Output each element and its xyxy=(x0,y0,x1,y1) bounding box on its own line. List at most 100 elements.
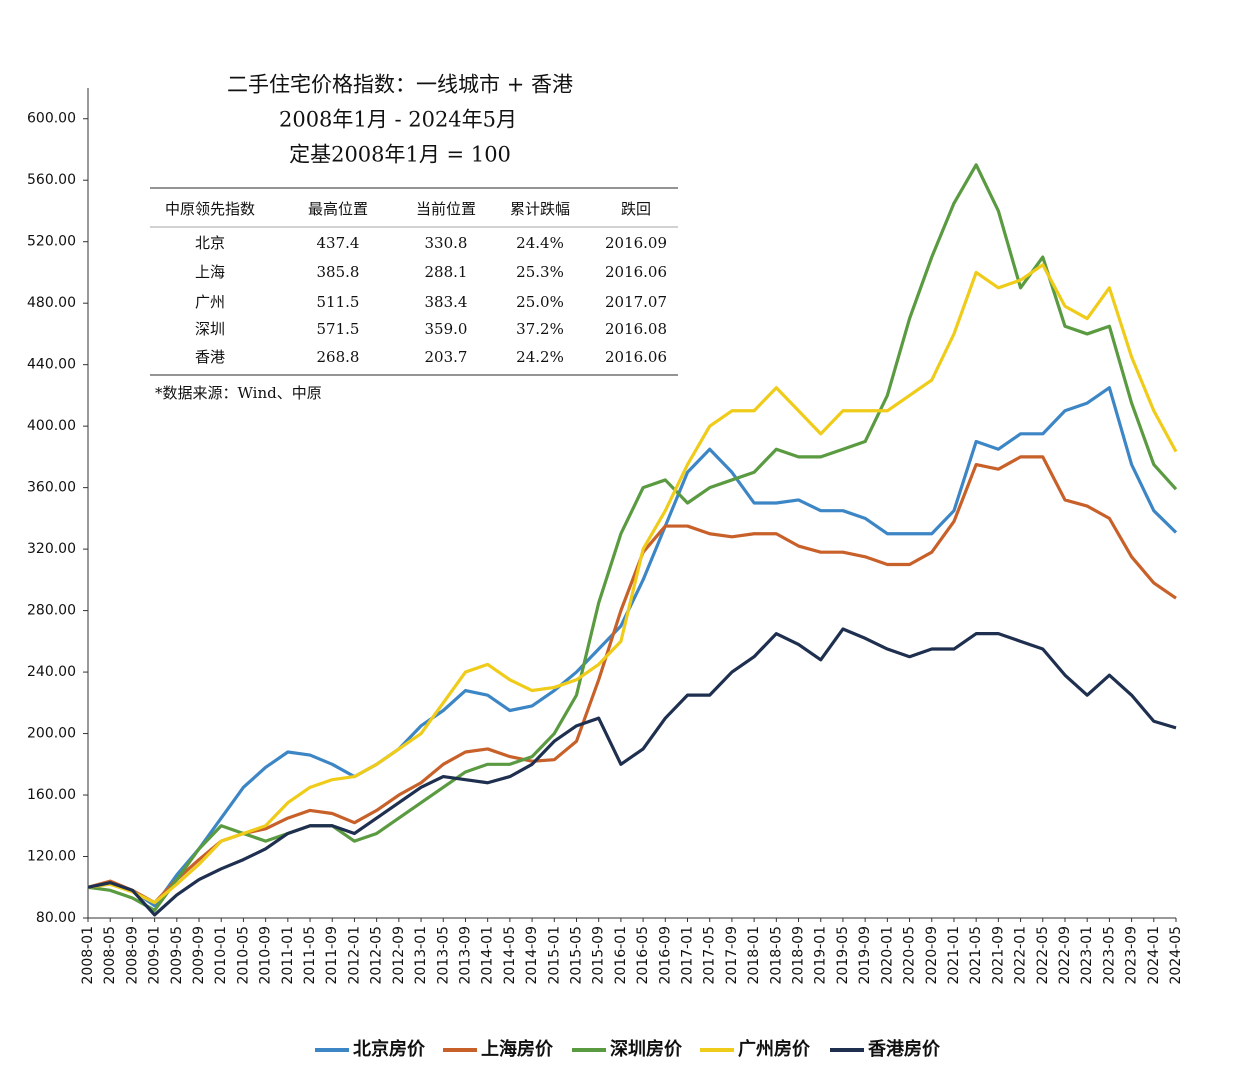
x-tick-label: 2014-05 xyxy=(502,926,518,985)
table-cell: 385.8 xyxy=(317,263,360,281)
x-tick-label: 2009-05 xyxy=(169,926,185,985)
table-cell: 203.7 xyxy=(425,348,468,366)
y-tick-label: 400.00 xyxy=(27,418,76,434)
y-tick-label: 80.00 xyxy=(36,910,76,926)
table-cell: 268.8 xyxy=(317,348,360,366)
legend-label: 上海房价 xyxy=(481,1038,554,1060)
table-header: 中原领先指数 xyxy=(165,200,255,218)
x-tick-label: 2008-01 xyxy=(80,926,96,985)
y-tick-label: 280.00 xyxy=(27,603,76,619)
x-tick-label: 2009-09 xyxy=(191,926,207,985)
x-tick-label: 2013-01 xyxy=(413,926,429,985)
table-cell: 571.5 xyxy=(317,320,360,338)
x-tick-label: 2020-01 xyxy=(879,926,895,985)
table-cell: 330.8 xyxy=(425,234,468,252)
table-cell: 25.0% xyxy=(516,293,564,311)
x-tick-label: 2011-01 xyxy=(280,926,296,985)
x-tick-label: 2012-09 xyxy=(391,926,407,985)
x-tick-label: 2017-01 xyxy=(680,926,696,985)
table-cell: 2016.06 xyxy=(605,263,667,281)
chart-title: 二手住宅价格指数：一线城市 + 香港 xyxy=(227,73,573,97)
series-line xyxy=(87,627,1177,917)
table-cell: 2016.09 xyxy=(605,234,667,252)
y-tick-label: 440.00 xyxy=(27,357,76,373)
legend-label: 深圳房价 xyxy=(610,1038,683,1060)
x-tick-label: 2014-01 xyxy=(480,926,496,985)
table-cell: 深圳 xyxy=(195,320,225,338)
x-tick-label: 2018-01 xyxy=(746,926,762,985)
x-tick-label: 2016-05 xyxy=(635,926,651,985)
table-cell: 2016.08 xyxy=(605,320,667,338)
x-tick-label: 2024-05 xyxy=(1168,926,1184,985)
chart-note: 定基2008年1月 = 100 xyxy=(289,143,511,167)
table-cell: 广州 xyxy=(195,293,225,311)
x-tick-label: 2024-01 xyxy=(1146,926,1162,985)
x-tick-label: 2015-01 xyxy=(546,926,562,985)
table-cell: 上海 xyxy=(195,263,225,281)
y-tick-label: 600.00 xyxy=(27,111,76,127)
x-tick-label: 2020-09 xyxy=(924,926,940,985)
x-tick-label: 2010-09 xyxy=(258,926,274,985)
y-tick-label: 200.00 xyxy=(27,726,76,742)
x-tick-label: 2018-05 xyxy=(768,926,784,985)
x-tick-label: 2008-09 xyxy=(124,926,140,985)
table-header: 最高位置 xyxy=(308,200,368,218)
series-line xyxy=(87,455,1177,905)
x-tick-label: 2022-05 xyxy=(1035,926,1051,985)
table-cell: 2017.07 xyxy=(605,293,667,311)
x-tick-label: 2012-01 xyxy=(346,926,362,985)
table-cell: 2016.06 xyxy=(605,348,667,366)
chart-subtitle: 2008年1月 - 2024年5月 xyxy=(279,108,517,132)
x-tick-label: 2011-05 xyxy=(302,926,318,985)
table-header: 当前位置 xyxy=(416,200,476,218)
x-tick-label: 2023-05 xyxy=(1101,926,1117,985)
legend-label: 香港房价 xyxy=(867,1038,941,1060)
x-tick-label: 2022-01 xyxy=(1013,926,1029,985)
table-cell: 24.2% xyxy=(516,348,564,366)
legend-label: 北京房价 xyxy=(353,1038,426,1060)
table-header: 跌回 xyxy=(621,200,651,218)
x-tick-label: 2017-09 xyxy=(724,926,740,985)
y-tick-label: 560.00 xyxy=(27,172,76,188)
x-tick-label: 2018-09 xyxy=(791,926,807,985)
x-tick-label: 2013-05 xyxy=(435,926,451,985)
x-tick-label: 2010-01 xyxy=(213,926,229,985)
x-tick-label: 2021-05 xyxy=(968,926,984,985)
x-tick-label: 2021-01 xyxy=(946,926,962,985)
y-tick-label: 320.00 xyxy=(27,541,76,557)
table-cell: 北京 xyxy=(195,234,225,252)
series-line xyxy=(87,163,1178,912)
x-tick-label: 2019-05 xyxy=(835,926,851,985)
x-tick-label: 2023-09 xyxy=(1124,926,1140,985)
x-tick-label: 2010-05 xyxy=(235,926,251,985)
table-cell: 25.3% xyxy=(516,263,564,281)
y-tick-label: 240.00 xyxy=(27,664,76,680)
x-tick-label: 2016-01 xyxy=(613,926,629,985)
x-tick-label: 2019-09 xyxy=(857,926,873,985)
x-tick-label: 2023-01 xyxy=(1079,926,1095,985)
table-cell: 359.0 xyxy=(425,320,468,338)
x-tick-label: 2019-01 xyxy=(813,926,829,985)
x-tick-label: 2011-09 xyxy=(324,926,340,985)
y-tick-label: 160.00 xyxy=(27,787,76,803)
series-line xyxy=(87,386,1178,908)
x-tick-label: 2015-09 xyxy=(591,926,607,985)
y-tick-label: 480.00 xyxy=(27,295,76,311)
x-tick-label: 2009-01 xyxy=(147,926,163,985)
x-tick-label: 2017-05 xyxy=(702,926,718,985)
x-tick-label: 2022-09 xyxy=(1057,926,1073,985)
x-tick-label: 2016-09 xyxy=(657,926,673,985)
x-tick-label: 2015-05 xyxy=(568,926,584,985)
y-tick-label: 360.00 xyxy=(27,480,76,496)
x-tick-label: 2012-05 xyxy=(369,926,385,985)
x-tick-label: 2014-09 xyxy=(524,926,540,985)
x-tick-label: 2013-09 xyxy=(457,926,473,985)
table-cell: 288.1 xyxy=(425,263,468,281)
table-cell: 37.2% xyxy=(516,320,564,338)
y-tick-label: 120.00 xyxy=(27,849,76,865)
table-cell: 511.5 xyxy=(317,293,360,311)
table-cell: 香港 xyxy=(195,348,225,366)
legend-label: 广州房价 xyxy=(738,1038,811,1060)
table-header: 累计跌幅 xyxy=(510,200,570,218)
